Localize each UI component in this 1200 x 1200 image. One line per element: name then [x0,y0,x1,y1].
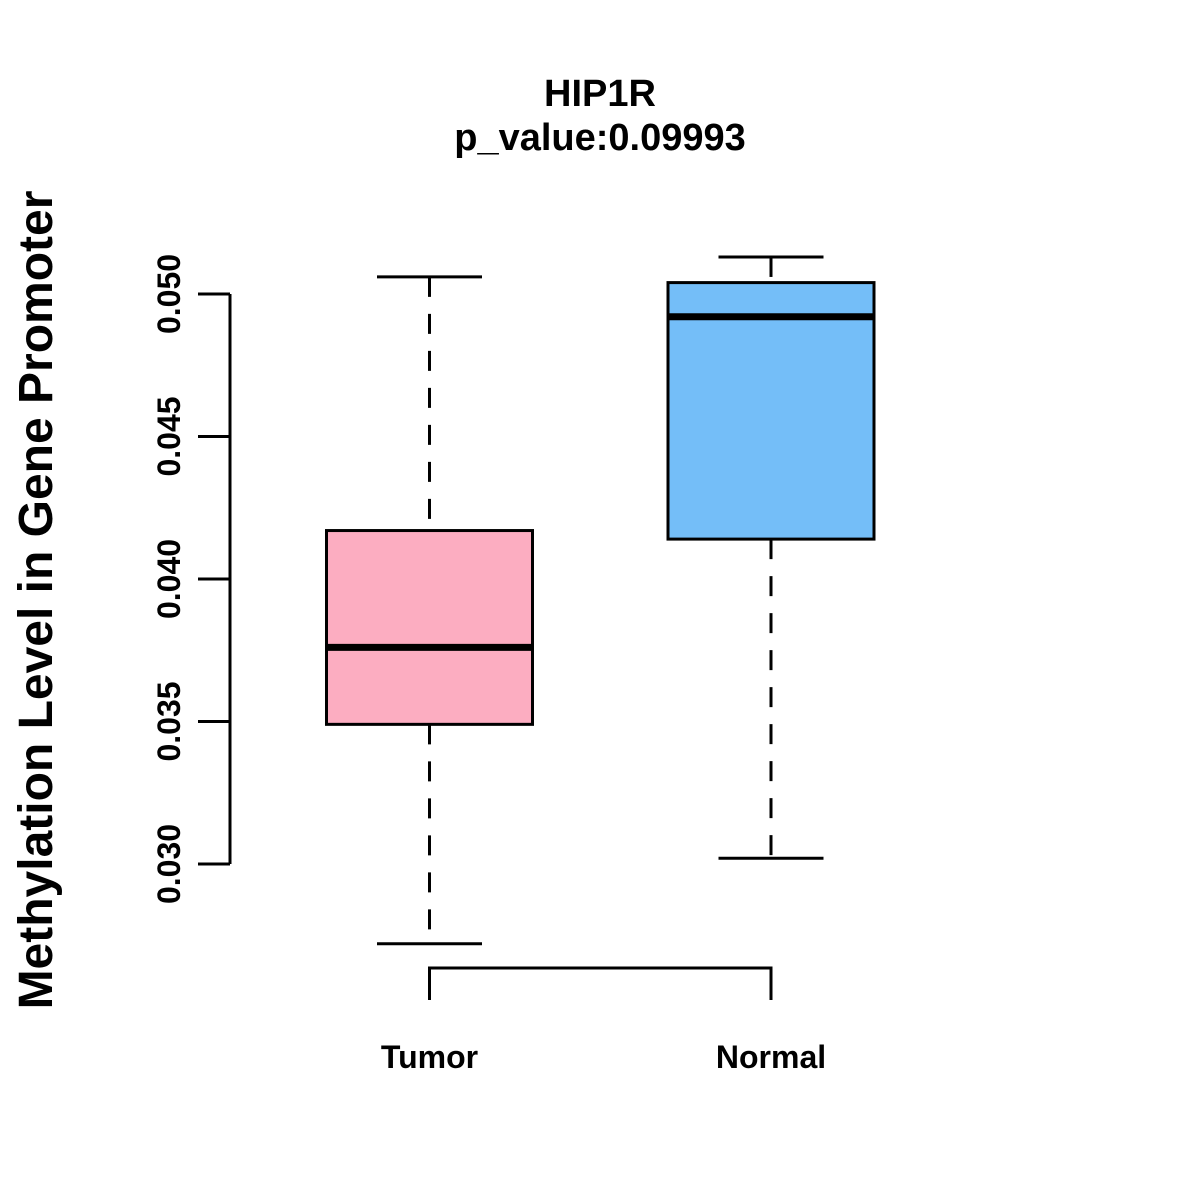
x-axis-bracket [428,966,773,1000]
y-tick-label: 0.040 [151,539,187,619]
x-category-label-tumor: Tumor [381,1039,478,1075]
tumor-box [325,529,534,726]
chart-subtitle: p_value:0.09993 [454,117,746,159]
y-tick-label: 0.035 [151,681,187,761]
chart-title: HIP1R [544,73,656,115]
y-axis-label: Methylation Level in Gene Promoter [10,191,63,1010]
y-tick-label: 0.050 [151,254,187,334]
normal-box [666,281,876,541]
chart-layer: 0.030 0.035 0.040 0.045 0.050 Tumor Normal [151,254,876,1075]
x-category-label-normal: Normal [716,1039,826,1075]
y-tick-label: 0.030 [151,824,187,904]
y-tick-label: 0.045 [151,396,187,476]
